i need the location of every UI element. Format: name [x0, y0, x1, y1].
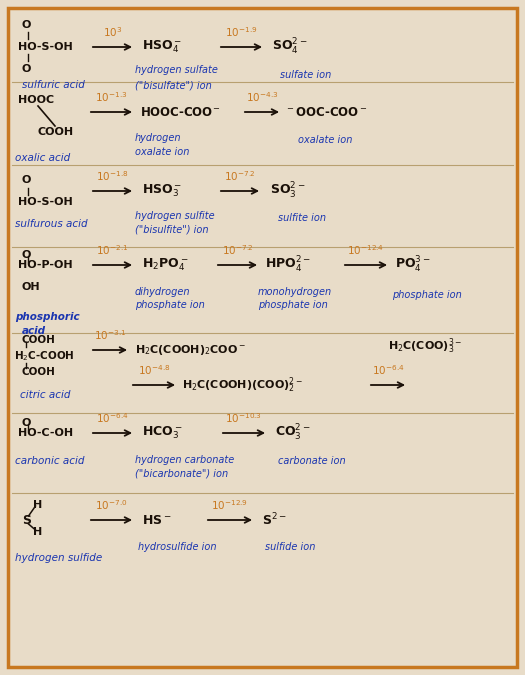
Text: H: H	[33, 527, 42, 537]
Text: $^-$OOC-COO$^-$: $^-$OOC-COO$^-$	[285, 105, 368, 119]
Text: $10^{-12.9}$: $10^{-12.9}$	[212, 498, 248, 512]
Text: sulfide ion: sulfide ion	[265, 542, 316, 552]
Text: HO-C-OH: HO-C-OH	[18, 428, 73, 438]
Text: hydrosulfide ion: hydrosulfide ion	[138, 542, 216, 552]
Text: oxalate ion: oxalate ion	[135, 147, 190, 157]
Text: sulfurous acid: sulfurous acid	[15, 219, 88, 229]
Text: $10^3$: $10^3$	[103, 25, 122, 39]
Text: hydrogen sulfate: hydrogen sulfate	[135, 65, 218, 75]
Text: CO$_3^{2-}$: CO$_3^{2-}$	[275, 423, 311, 443]
Text: H$_2$C(COO)$_3^{3-}$: H$_2$C(COO)$_3^{3-}$	[388, 336, 463, 356]
Text: O: O	[22, 20, 32, 30]
Text: OH: OH	[22, 282, 40, 292]
Text: O: O	[22, 418, 32, 428]
Text: carbonate ion: carbonate ion	[278, 456, 345, 466]
Text: $10^{-4.3}$: $10^{-4.3}$	[246, 90, 278, 104]
Text: phosphoric: phosphoric	[15, 312, 80, 322]
Text: phosphate ion: phosphate ion	[258, 300, 328, 310]
Text: HO-S-OH: HO-S-OH	[18, 197, 73, 207]
Text: COOH: COOH	[22, 367, 56, 377]
Text: O: O	[22, 175, 32, 185]
Text: H$_2$PO$_4^-$: H$_2$PO$_4^-$	[142, 256, 188, 273]
Text: HO-S-OH: HO-S-OH	[18, 42, 73, 52]
Text: HOOC-COO$^{-}$: HOOC-COO$^{-}$	[140, 105, 220, 119]
Text: phosphate ion: phosphate ion	[135, 300, 205, 310]
Text: COOH: COOH	[22, 335, 56, 345]
Text: $10^{-4.8}$: $10^{-4.8}$	[138, 363, 170, 377]
Text: hydrogen: hydrogen	[135, 133, 182, 143]
Text: S$^{2-}$: S$^{2-}$	[262, 512, 287, 529]
Text: HO-P-OH: HO-P-OH	[18, 260, 72, 270]
Text: $10^{-12.4}$: $10^{-12.4}$	[348, 243, 385, 257]
Text: $10^{-1.3}$: $10^{-1.3}$	[96, 90, 128, 104]
Text: hydrogen sulfide: hydrogen sulfide	[15, 553, 102, 563]
Text: sulfate ion: sulfate ion	[280, 70, 331, 80]
Text: dihydrogen: dihydrogen	[135, 287, 191, 297]
Text: carbonic acid: carbonic acid	[15, 456, 85, 466]
Text: $10^{-2.1}$: $10^{-2.1}$	[97, 243, 129, 257]
Text: H$_2$C(COOH)(COO)$_2^{2-}$: H$_2$C(COOH)(COO)$_2^{2-}$	[182, 375, 303, 395]
Text: $10^{-10.3}$: $10^{-10.3}$	[226, 411, 262, 425]
Text: ("bisulfate") ion: ("bisulfate") ion	[135, 80, 212, 90]
Text: sulfite ion: sulfite ion	[278, 213, 326, 223]
Text: H: H	[33, 500, 42, 510]
Text: $10^{-6.4}$: $10^{-6.4}$	[372, 363, 404, 377]
Text: hydrogen carbonate: hydrogen carbonate	[135, 455, 234, 465]
Text: O: O	[22, 64, 32, 74]
Text: $10^{-6.4}$: $10^{-6.4}$	[96, 411, 129, 425]
Text: $10^{-7.0}$: $10^{-7.0}$	[95, 498, 128, 512]
Text: hydrogen sulfite: hydrogen sulfite	[135, 211, 215, 221]
Text: SO$_4^{2-}$: SO$_4^{2-}$	[272, 37, 308, 57]
Text: acid: acid	[22, 326, 46, 336]
Text: $10^{-1.8}$: $10^{-1.8}$	[97, 169, 129, 183]
Text: citric acid: citric acid	[20, 390, 70, 400]
Text: $10^{-7.2}$: $10^{-7.2}$	[224, 169, 256, 183]
Text: $10^{-1.9}$: $10^{-1.9}$	[225, 25, 258, 39]
Text: $10^{-3.1}$: $10^{-3.1}$	[94, 328, 126, 342]
Text: ("bicarbonate") ion: ("bicarbonate") ion	[135, 468, 228, 478]
Text: $10^{-7.2}$: $10^{-7.2}$	[222, 243, 254, 257]
Text: oxalic acid: oxalic acid	[15, 153, 70, 163]
Text: oxalate ion: oxalate ion	[298, 135, 352, 145]
Text: PO$_4^{3-}$: PO$_4^{3-}$	[395, 255, 430, 275]
Text: H$_2$C(COOH)$_2$COO$^-$: H$_2$C(COOH)$_2$COO$^-$	[135, 343, 246, 357]
Text: HOOC: HOOC	[18, 95, 54, 105]
Text: SO$_3^{2-}$: SO$_3^{2-}$	[270, 181, 306, 201]
Text: O: O	[22, 250, 32, 260]
Text: COOH: COOH	[38, 127, 74, 137]
Text: sulfuric acid: sulfuric acid	[22, 80, 85, 90]
Text: HCO$_3^-$: HCO$_3^-$	[142, 425, 183, 441]
Text: H$_2$C-COOH: H$_2$C-COOH	[14, 349, 75, 363]
Text: ("bisulfite") ion: ("bisulfite") ion	[135, 225, 208, 235]
Text: phosphate ion: phosphate ion	[392, 290, 462, 300]
Text: monohydrogen: monohydrogen	[258, 287, 332, 297]
Text: HS$^-$: HS$^-$	[142, 514, 172, 526]
Text: S: S	[22, 514, 31, 526]
Text: HSO$_4^-$: HSO$_4^-$	[142, 38, 182, 55]
Text: HPO$_4^{2-}$: HPO$_4^{2-}$	[265, 255, 311, 275]
Text: HSO$_3^-$: HSO$_3^-$	[142, 183, 182, 199]
